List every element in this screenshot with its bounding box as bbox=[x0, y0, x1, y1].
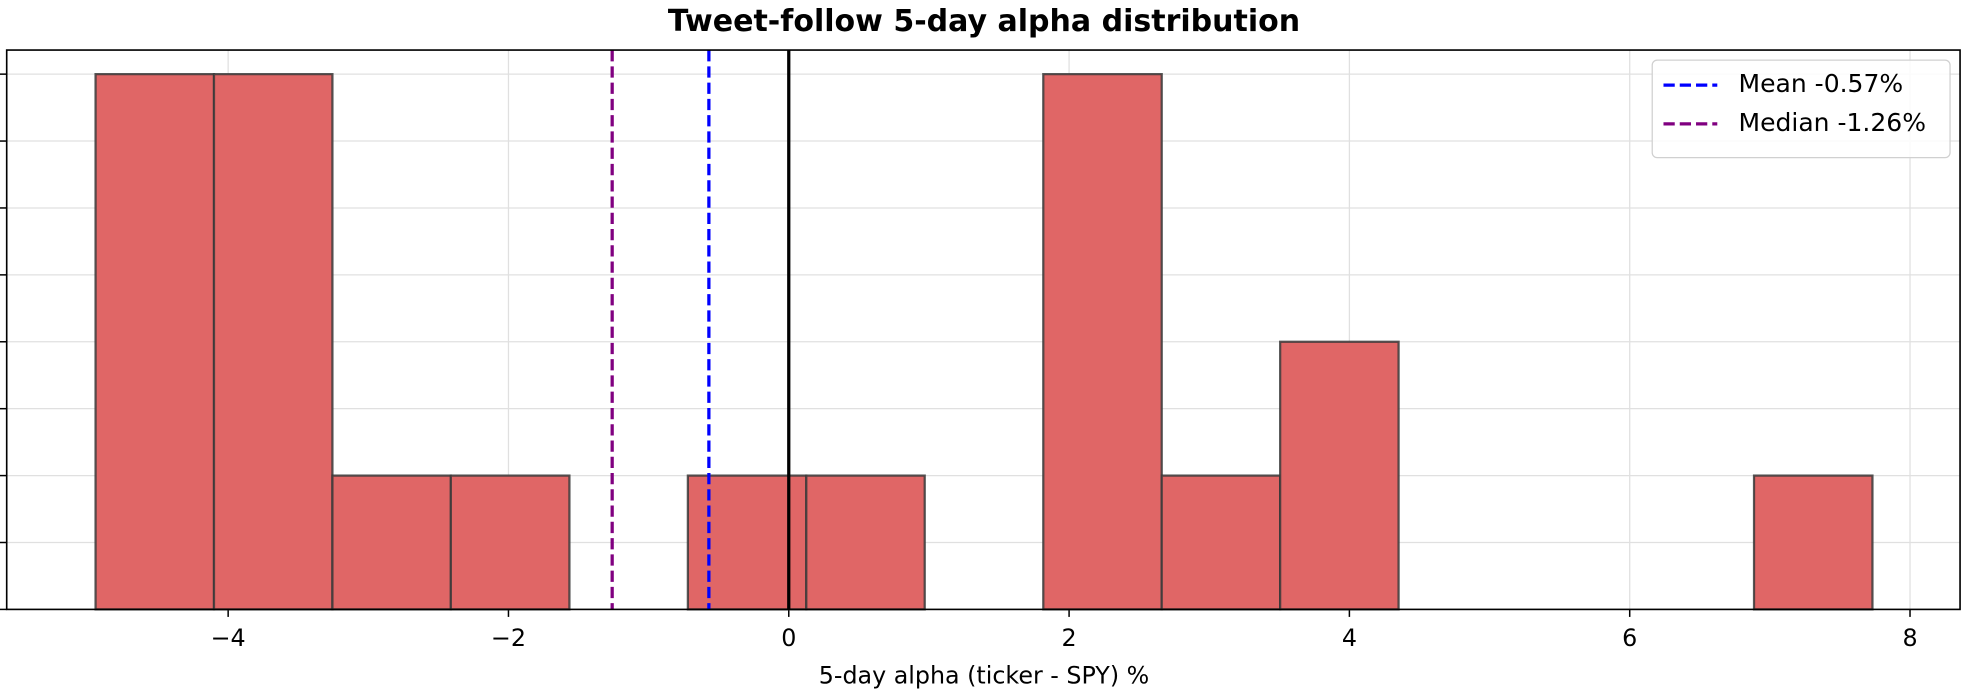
x-tick-label: −4 bbox=[211, 624, 246, 652]
bar bbox=[1752, 474, 1874, 611]
bar bbox=[449, 474, 571, 611]
bar bbox=[1279, 340, 1400, 611]
bar bbox=[212, 73, 334, 611]
plot-frame bbox=[5, 49, 1961, 611]
legend-label: Mean -0.57% bbox=[1739, 69, 1904, 98]
chart-title: Tweet-follow 5-day alpha distribution bbox=[668, 4, 1300, 39]
legend bbox=[1651, 59, 1951, 159]
bar bbox=[1160, 474, 1282, 611]
bar bbox=[1042, 73, 1163, 611]
bar bbox=[331, 474, 452, 611]
x-tick-label: 2 bbox=[1062, 624, 1077, 652]
x-tick-label: 4 bbox=[1342, 624, 1357, 652]
x-tick-label: 6 bbox=[1622, 624, 1637, 652]
bar bbox=[94, 73, 216, 611]
x-tick-label: 8 bbox=[1902, 624, 1917, 652]
x-axis-label: 5-day alpha (ticker - SPY) % bbox=[819, 661, 1149, 689]
x-tick-label: 0 bbox=[781, 624, 796, 652]
bar bbox=[805, 474, 926, 611]
x-tick-label: −2 bbox=[491, 624, 526, 652]
legend-label: Median -1.26% bbox=[1739, 108, 1926, 137]
